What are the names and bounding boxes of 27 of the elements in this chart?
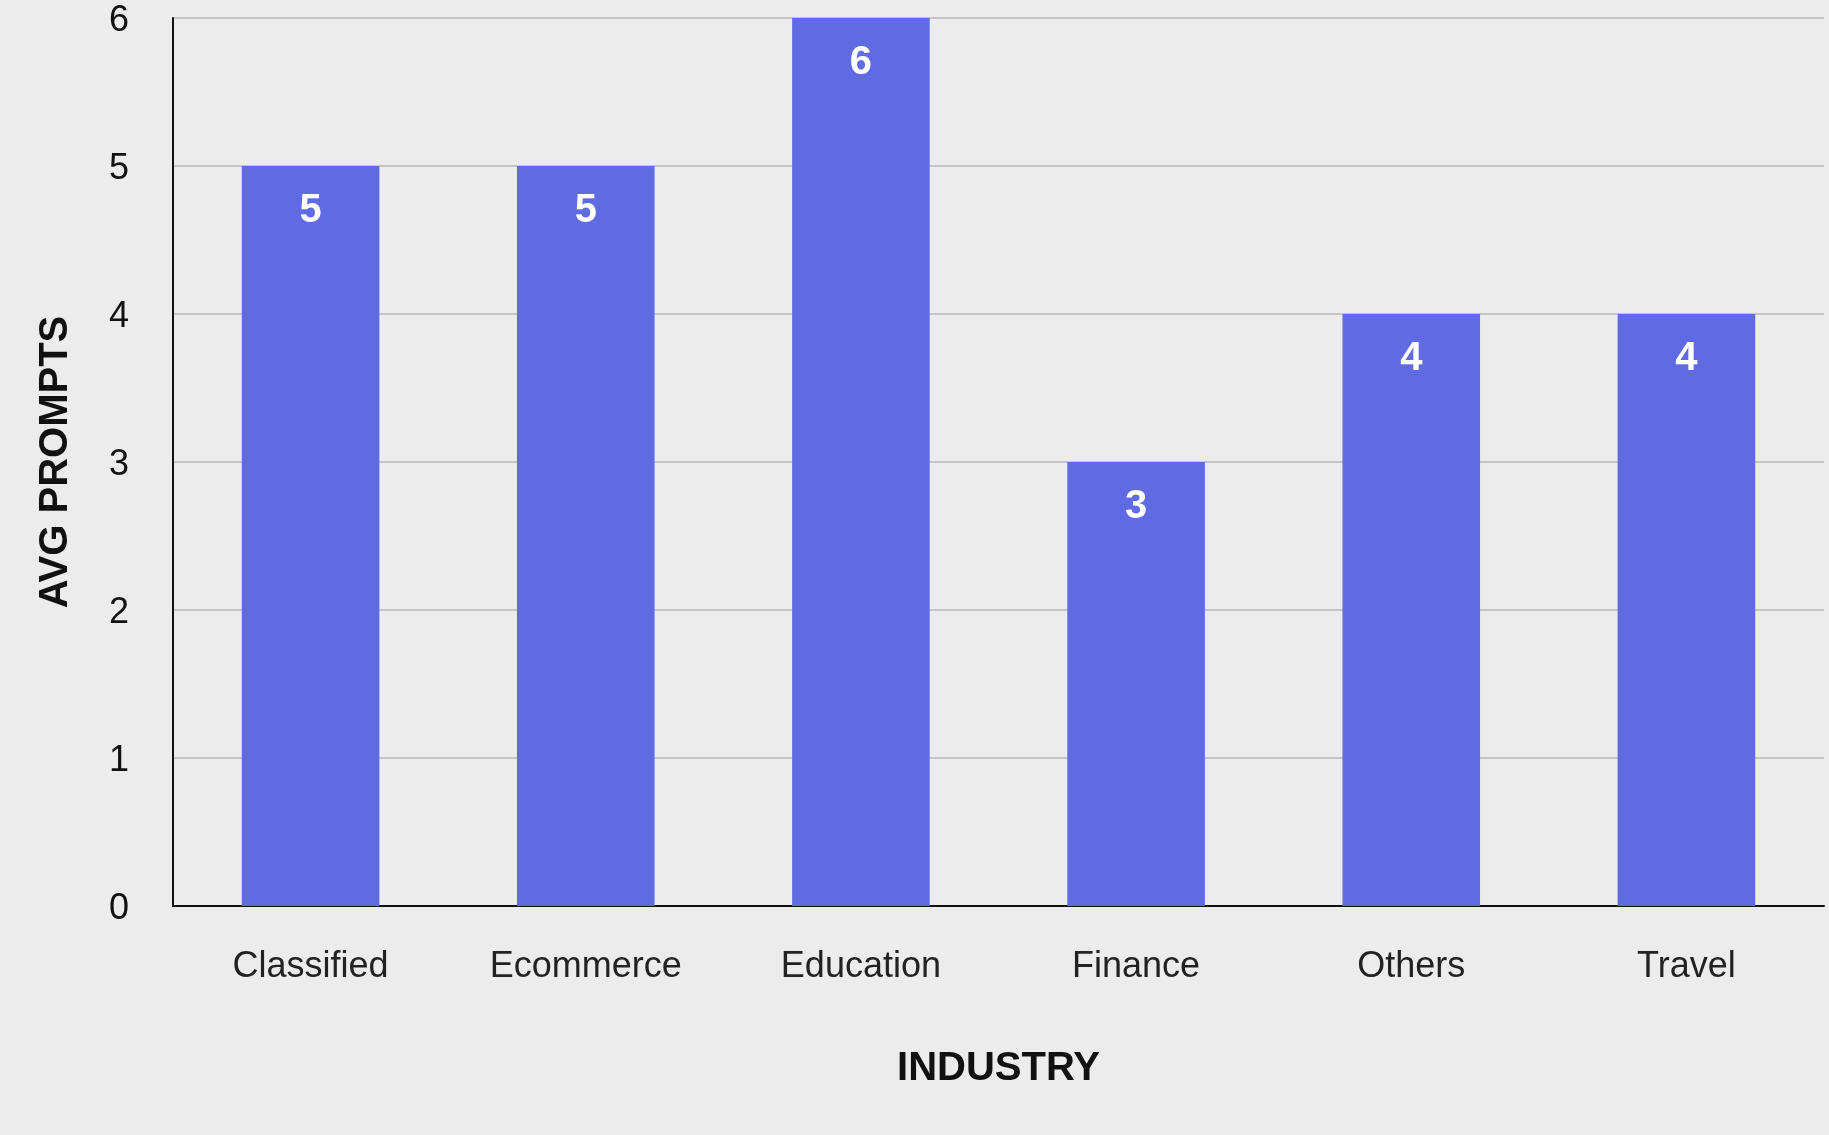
y-tick-label: 0 xyxy=(108,885,129,927)
x-tick-label: Finance xyxy=(1072,943,1201,985)
x-tick-label: Education xyxy=(780,943,941,985)
bar xyxy=(792,18,930,906)
data-label: 5 xyxy=(299,186,322,230)
y-tick-label: 6 xyxy=(108,0,129,39)
y-axis-title: AVG PROMPTS xyxy=(31,315,75,609)
bar xyxy=(1067,462,1205,906)
y-tick-label: 1 xyxy=(108,737,129,779)
bar xyxy=(1617,314,1756,906)
bar xyxy=(516,166,655,906)
data-label: 3 xyxy=(1124,482,1148,526)
x-axis-title: INDUSTRY xyxy=(897,1044,1101,1088)
x-tick-label: Travel xyxy=(1637,943,1736,985)
data-label: 4 xyxy=(1400,334,1424,378)
data-label: 4 xyxy=(1675,334,1699,378)
x-tick-label: Ecommerce xyxy=(489,943,682,985)
y-tick-label: 3 xyxy=(108,441,129,483)
y-tick-label: 5 xyxy=(108,145,129,187)
data-label: 5 xyxy=(574,186,597,230)
bar xyxy=(1342,314,1481,906)
x-tick-label: Others xyxy=(1357,943,1466,985)
x-tick-label: Classified xyxy=(232,943,389,985)
data-label: 6 xyxy=(849,38,873,82)
y-tick-label: 4 xyxy=(108,293,129,335)
y-tick-label: 2 xyxy=(108,589,129,631)
bar xyxy=(241,166,380,906)
